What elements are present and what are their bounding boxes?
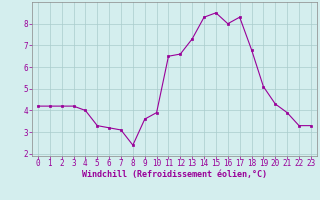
X-axis label: Windchill (Refroidissement éolien,°C): Windchill (Refroidissement éolien,°C)	[82, 170, 267, 179]
